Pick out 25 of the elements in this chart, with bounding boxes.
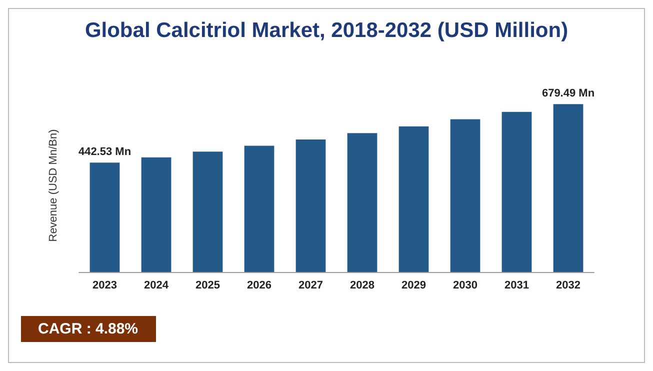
bar: [347, 133, 378, 272]
x-tick-label: 2027: [298, 280, 323, 292]
data-label: 442.53 Mn: [78, 146, 132, 158]
y-axis-title: Revenue (USD Mn/Bn): [48, 129, 60, 242]
x-tick-label: 2028: [350, 280, 374, 292]
x-tick-label: 2030: [453, 280, 478, 292]
x-tick-label: 2032: [556, 280, 580, 292]
bar: [244, 146, 274, 272]
x-tick-label: 2025: [196, 280, 220, 292]
x-tick-label: 2029: [402, 280, 426, 292]
bar: [296, 140, 326, 272]
bar: [553, 104, 584, 272]
bar: [502, 112, 532, 272]
x-tick-label: 2023: [92, 280, 117, 292]
x-tick-label: 2024: [144, 280, 170, 292]
bar: [90, 162, 120, 272]
bar: [450, 119, 480, 272]
data-label: 679.49 Mn: [542, 88, 595, 100]
chart-title: Global Calcitriol Market, 2018-2032 (USD Million): [84, 19, 568, 42]
text: CAGR : 4.88%: [38, 320, 138, 338]
bar: [141, 157, 172, 272]
x-tick-label: 2026: [247, 280, 272, 292]
bar: [398, 126, 429, 272]
bar: [192, 152, 223, 272]
x-tick-label: 2031: [504, 280, 529, 292]
